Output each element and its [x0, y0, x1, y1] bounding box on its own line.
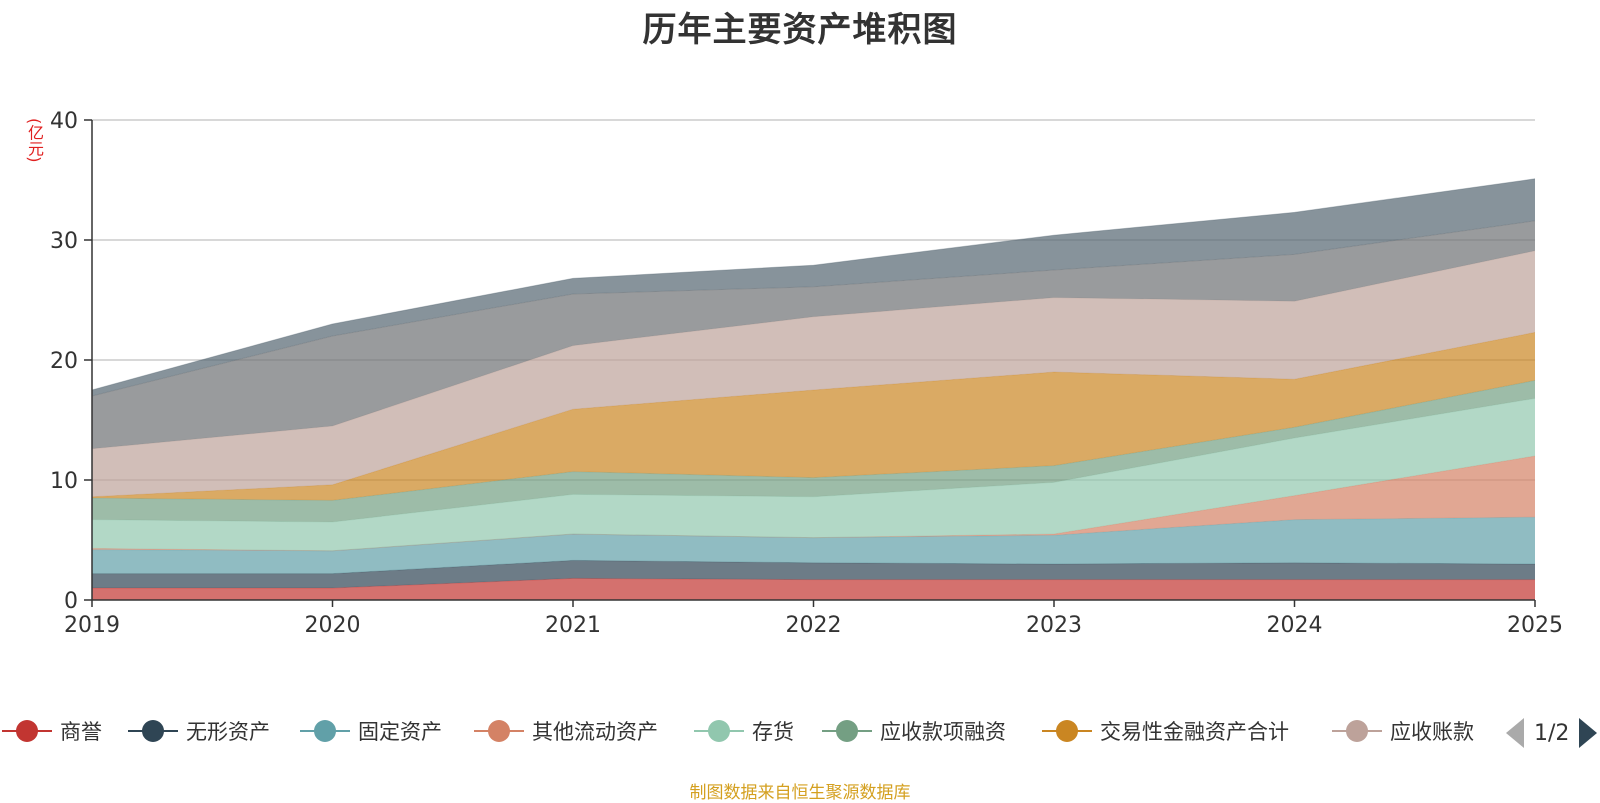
axes: 0 10 20 30 40 2019 2020 2021 2022 2023 2024 2025	[50, 109, 1563, 638]
legend-label: 商誉	[60, 720, 102, 744]
x-tick-label: 2024	[1267, 613, 1323, 638]
x-tick-label: 2022	[786, 613, 842, 638]
y-tick-label: 40	[50, 109, 78, 134]
y-tick-label: 10	[50, 469, 78, 494]
x-tick-label: 2025	[1507, 613, 1563, 638]
legend-label: 固定资产	[358, 720, 442, 744]
area-series-group	[91, 178, 1536, 600]
area-series-4[interactable]	[92, 398, 1535, 551]
legend-item-receivables-financing[interactable]: 应收款项融资	[822, 716, 1006, 746]
legend-swatch-icon	[1332, 716, 1382, 746]
legend-swatch-icon	[128, 716, 178, 746]
area-series-9[interactable]	[92, 178, 1535, 396]
area-series-2[interactable]	[92, 517, 1535, 574]
area-series-0[interactable]	[92, 578, 1535, 600]
y-tick-label: 0	[64, 589, 78, 614]
legend-label: 应收账款	[1390, 720, 1474, 744]
legend-label: 存货	[752, 720, 794, 744]
legend-item-accounts-receivable[interactable]: 应收账款	[1332, 716, 1474, 746]
y-tick-label: 20	[50, 349, 78, 374]
y-tick-label: 30	[50, 229, 78, 254]
x-tick-label: 2019	[64, 613, 120, 638]
legend-page-indicator: 1/2	[1534, 720, 1570, 746]
chart-title: 历年主要资产堆积图	[642, 10, 958, 50]
legend-item-fixed-assets[interactable]: 固定资产	[300, 716, 442, 746]
legend-label: 应收款项融资	[880, 720, 1006, 744]
legend-label: 无形资产	[186, 720, 270, 744]
area-series-8[interactable]	[92, 220, 1535, 449]
area-series-3[interactable]	[92, 456, 1535, 551]
legend-prev-icon[interactable]	[1506, 718, 1524, 748]
legend-swatch-icon	[474, 716, 524, 746]
x-tick-label: 2023	[1026, 613, 1082, 638]
legend: 商誉 无形资产 固定资产 其他流动资产 存货 应收款项融资 交易性金融资产合计 …	[0, 716, 1600, 746]
source-note: 制图数据来自恒生聚源数据库	[689, 783, 911, 803]
area-series-7[interactable]	[92, 250, 1535, 497]
legend-swatch-icon	[1042, 716, 1092, 746]
y-axis-unit: (亿元)	[25, 118, 44, 163]
x-tick-label: 2020	[305, 613, 361, 638]
area-series-1[interactable]	[92, 560, 1535, 588]
legend-item-trading-financial-assets[interactable]: 交易性金融资产合计	[1042, 716, 1289, 746]
legend-next-icon[interactable]	[1579, 718, 1598, 748]
legend-label: 其他流动资产	[532, 720, 658, 744]
legend-label: 交易性金融资产合计	[1100, 720, 1289, 744]
area-series-6[interactable]	[92, 332, 1535, 501]
legend-item-intangible-assets[interactable]: 无形资产	[128, 716, 270, 746]
x-tick-label: 2021	[545, 613, 601, 638]
legend-swatch-icon	[694, 716, 744, 746]
legend-item-goodwill[interactable]: 商誉	[2, 716, 102, 746]
legend-swatch-icon	[822, 716, 872, 746]
series-line-9	[91, 178, 1536, 391]
legend-pager: 1/2	[1496, 716, 1600, 750]
legend-swatch-icon	[2, 716, 52, 746]
legend-item-inventory[interactable]: 存货	[694, 716, 794, 746]
area-series-5[interactable]	[92, 380, 1535, 522]
legend-item-other-current-assets[interactable]: 其他流动资产	[474, 716, 658, 746]
legend-swatch-icon	[300, 716, 350, 746]
